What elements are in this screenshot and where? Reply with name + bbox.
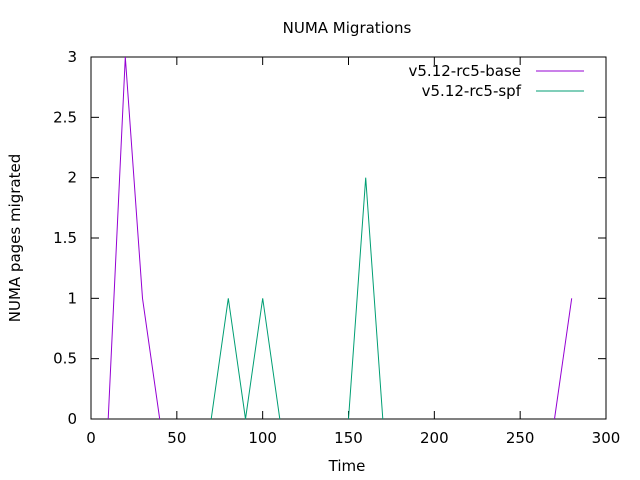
y-tick-label: 1.5 [53,229,77,247]
y-axis-label: NUMA pages migrated [6,154,24,323]
series-lines [107,56,573,420]
plot-frame [90,56,607,420]
x-tick-label: 100 [248,429,277,447]
chart-title: NUMA Migrations [283,19,412,37]
legend-label: v5.12-rc5-base [409,62,522,80]
plot-border [90,56,607,420]
y-tick-label: 0.5 [53,350,77,368]
series-line-v5.12-rc5-base [554,298,573,420]
x-tick-label: 250 [506,429,535,447]
x-tick-label: 300 [592,429,621,447]
axis-ticks: 0 50 100 150 200 250 300 0 0.5 1 1.5 2 2.5 3 [53,48,620,447]
series-line-v5.12-rc5-spf [210,298,281,420]
legend-label: v5.12-rc5-spf [422,82,522,100]
x-tick-label: 200 [420,429,449,447]
y-tick-label: 3 [67,48,77,66]
series-line-v5.12-rc5-base [107,56,161,420]
y-tick-label: 2.5 [53,108,77,126]
series-line-v5.12-rc5-spf [348,177,384,420]
x-tick-label: 50 [167,429,186,447]
y-tick-label: 1 [67,289,77,307]
x-tick-label: 0 [86,429,96,447]
y-tick-label: 0 [67,410,77,428]
y-tick-label: 2 [67,169,77,187]
x-tick-label: 150 [334,429,363,447]
x-axis-label: Time [328,457,366,475]
legend: v5.12-rc5-base v5.12-rc5-spf [409,62,584,100]
